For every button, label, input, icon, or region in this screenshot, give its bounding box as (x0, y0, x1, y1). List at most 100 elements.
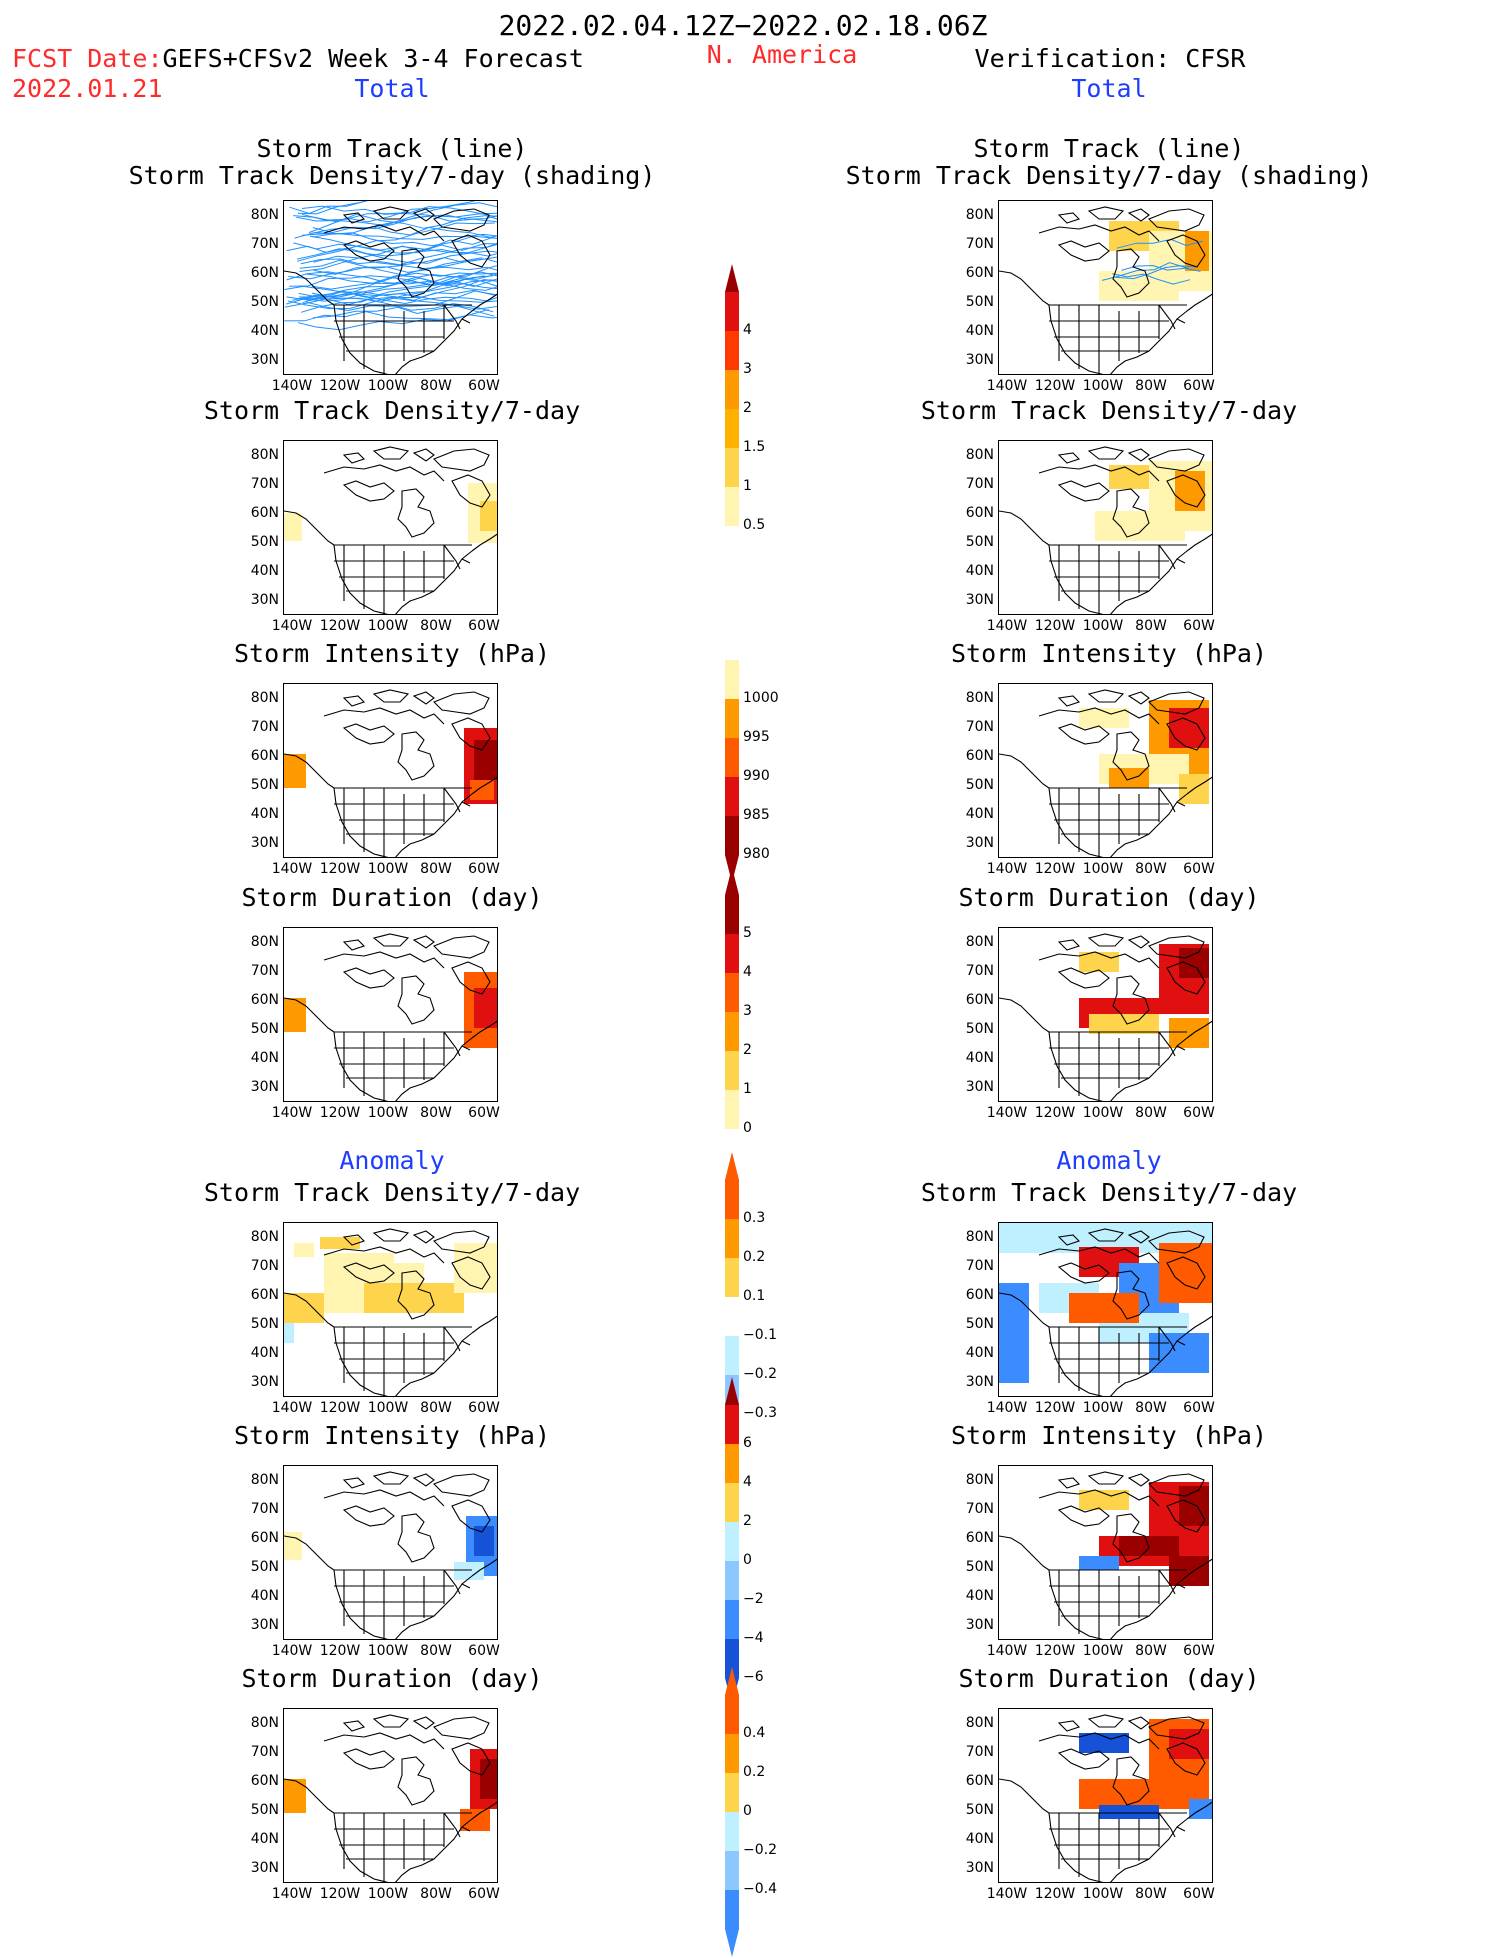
shading-cell (474, 740, 497, 780)
colorbar-segment (725, 1090, 739, 1129)
coastline (284, 270, 335, 306)
lat-tick-label: 40N (965, 1831, 994, 1847)
colorbar-top-arrow (725, 264, 739, 292)
lon-tick-label: 140W (986, 618, 1028, 634)
coastline (1158, 1569, 1186, 1595)
colorbar-label: 1000 (743, 690, 779, 706)
coastline (1057, 1505, 1110, 1527)
colorbar-bottom-arrow (725, 1929, 739, 1957)
coastline (1148, 691, 1205, 715)
storm-track-line (289, 201, 448, 215)
lat-tick-label: 50N (965, 534, 994, 550)
coastline (1057, 695, 1081, 707)
panel-title: Storm Duration (day) (958, 1664, 1260, 1693)
lat-tick-label: 50N (250, 294, 279, 310)
coastline (342, 452, 366, 464)
coastline (1057, 1748, 1110, 1770)
coastline (323, 1732, 445, 1750)
lon-tick-label: 140W (986, 1886, 1028, 1902)
coastline (1148, 935, 1205, 959)
lon-tick-label: 100W (1082, 618, 1124, 634)
shading-cell (284, 754, 306, 788)
shading-cell (284, 998, 306, 1032)
forecast-density-map (283, 440, 498, 615)
verification-density-map (998, 440, 1213, 615)
colorbar-label: 0.2 (743, 1764, 766, 1780)
lat-tick-label: 30N (250, 1374, 279, 1390)
shading-cell (480, 1759, 497, 1799)
lon-tick-label: 80W (1135, 1400, 1167, 1416)
lat-tick-label: 80N (965, 1229, 994, 1245)
coastline (443, 1812, 471, 1838)
map-svg (284, 201, 497, 374)
lon-tick-label: 80W (420, 618, 452, 634)
colorbar-segment (725, 292, 739, 331)
storm-track-line (301, 206, 497, 221)
lat-tick-label: 70N (250, 1501, 279, 1517)
colorbar-segment (725, 1522, 739, 1561)
lon-tick-label: 80W (1135, 618, 1167, 634)
coastline (1058, 305, 1160, 373)
lat-tick-label: 60N (250, 265, 279, 281)
lon-tick-label: 120W (1034, 378, 1076, 394)
storm-track-line (309, 235, 497, 254)
coastline (1049, 1342, 1169, 1374)
colorbar-top-arrow (725, 1377, 739, 1405)
lon-tick-label: 80W (1135, 1643, 1167, 1659)
storm-track-line (299, 244, 497, 272)
colorbar-svg (725, 1377, 739, 1706)
coastline (412, 208, 435, 222)
coastline (433, 1230, 490, 1254)
forecast-track-map (283, 200, 498, 375)
fcst-date-value: 2022.01.21 (12, 74, 163, 103)
coastline (451, 961, 491, 995)
colorbar-svg (725, 867, 739, 1157)
shading-cell (1095, 511, 1185, 541)
storm-track-line (289, 275, 494, 287)
lat-tick-label: 80N (250, 447, 279, 463)
lat-tick-label: 70N (250, 476, 279, 492)
lon-tick-label: 140W (986, 378, 1028, 394)
shading-cell (1079, 1779, 1199, 1809)
colorbar-label: 4 (743, 322, 752, 338)
shading-cell (364, 1283, 464, 1313)
shading-cell (470, 780, 494, 800)
storm-track-line (1101, 262, 1190, 281)
lat-tick-label: 60N (250, 505, 279, 521)
storm-track-line (1116, 238, 1203, 249)
coastline (1166, 474, 1206, 508)
coastline (372, 689, 410, 703)
storm-track-line (292, 283, 497, 303)
colorbar-svg (725, 1667, 739, 1957)
map-svg (999, 206, 1212, 374)
coastline (1158, 544, 1186, 570)
shading-cell (284, 1323, 294, 1343)
forecast-duration-map (283, 927, 498, 1102)
panel-title: Storm Track (line) (256, 134, 528, 163)
coastline (323, 464, 445, 482)
lat-tick-label: 50N (965, 294, 994, 310)
colorbar-segment (725, 699, 739, 738)
coastline (433, 691, 490, 715)
coastline (451, 1499, 491, 1533)
coastline (334, 803, 454, 835)
coastline (1038, 1732, 1160, 1750)
coastline (1057, 1477, 1081, 1489)
coastline (999, 1778, 1050, 1814)
verification-duration-map (998, 927, 1213, 1102)
coastline (334, 320, 454, 352)
coastline (1186, 293, 1212, 312)
lat-tick-label: 50N (250, 1559, 279, 1575)
coastline (1148, 448, 1205, 472)
colorbar-segment (725, 1695, 739, 1734)
coastline (1058, 788, 1160, 856)
coastline (1186, 776, 1212, 795)
storm-track-line (313, 264, 497, 275)
lat-tick-label: 80N (250, 1472, 279, 1488)
colorbar-label: 2 (743, 400, 752, 416)
lat-tick-label: 40N (250, 1345, 279, 1361)
colorbar-segment (725, 370, 739, 409)
forecast-title: GEFS+CFSv2 Week 3-4 Forecast (162, 44, 584, 73)
colorbar-segment (725, 487, 739, 526)
lon-tick-label: 100W (1082, 1105, 1124, 1121)
